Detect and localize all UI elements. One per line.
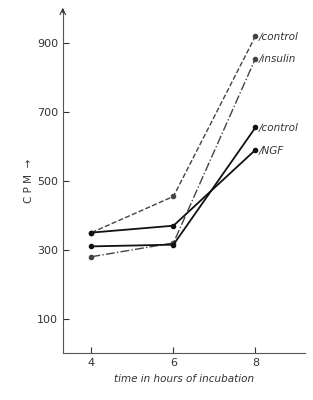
Text: ∕control: ∕control: [259, 31, 299, 41]
Text: ∕insulin: ∕insulin: [259, 54, 296, 64]
Y-axis label: C P M  →: C P M →: [24, 159, 34, 203]
X-axis label: time in hours of incubation: time in hours of incubation: [114, 374, 254, 384]
Text: ∕NGF: ∕NGF: [259, 145, 284, 155]
Text: ∕control: ∕control: [259, 122, 299, 132]
